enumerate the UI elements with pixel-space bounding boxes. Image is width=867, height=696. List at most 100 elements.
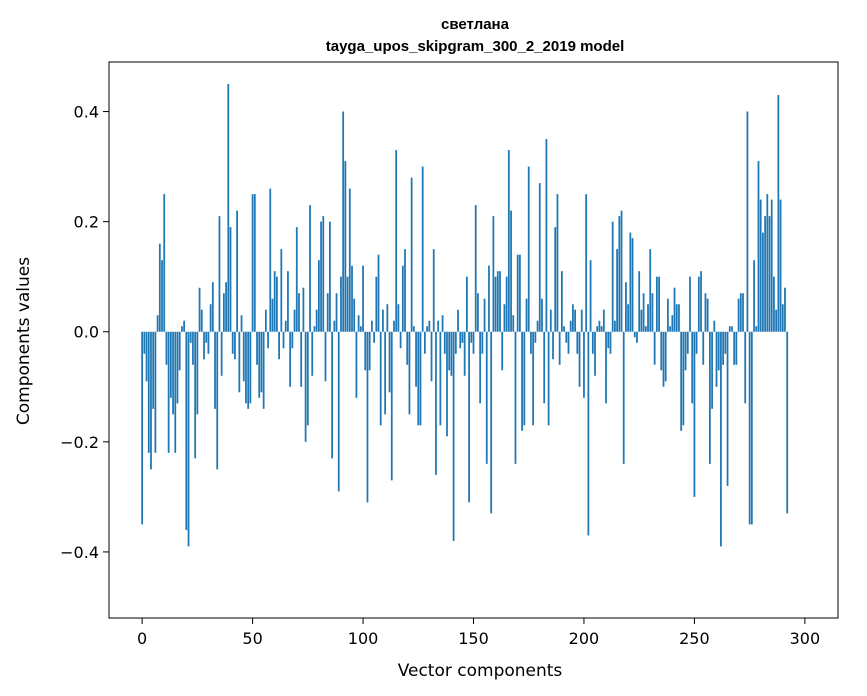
bar-139 <box>448 331 451 371</box>
bar-266 <box>728 326 731 332</box>
bar-167 <box>510 210 512 332</box>
bar-285 <box>770 199 773 332</box>
bar-181 <box>541 298 543 332</box>
bar-1 <box>143 331 146 354</box>
bar-85 <box>329 221 331 332</box>
bar-236 <box>662 331 665 387</box>
bar-168 <box>512 315 515 332</box>
x-tick-label-300: 300 <box>790 629 821 648</box>
bar-272 <box>742 293 744 332</box>
bar-240 <box>671 315 674 332</box>
bar-121 <box>408 331 411 415</box>
bar-229 <box>647 304 649 332</box>
bar-79 <box>315 309 318 332</box>
bar-102 <box>366 331 369 503</box>
bar-11 <box>165 331 168 365</box>
bar-234 <box>658 276 660 332</box>
bar-27 <box>200 309 203 332</box>
bar-63 <box>280 249 283 332</box>
y-tick-label-3: 0.2 <box>74 213 99 232</box>
bar-51 <box>253 194 256 332</box>
bar-206 <box>596 326 599 332</box>
bar-108 <box>379 331 382 426</box>
bar-213 <box>611 221 614 332</box>
bar-205 <box>594 331 596 376</box>
bar-218 <box>622 331 625 464</box>
bar-111 <box>386 304 389 332</box>
bar-147 <box>465 276 468 332</box>
bar-235 <box>660 331 663 371</box>
bar-86 <box>331 331 333 459</box>
bar-3 <box>147 331 150 453</box>
bar-98 <box>357 315 360 332</box>
bar-171 <box>519 254 521 332</box>
bar-280 <box>759 199 762 332</box>
bar-159 <box>492 216 495 332</box>
bar-43 <box>236 210 239 332</box>
bar-289 <box>779 199 782 332</box>
bar-106 <box>375 276 378 332</box>
bar-133 <box>435 331 437 475</box>
bar-58 <box>269 188 272 332</box>
bar-92 <box>344 161 347 332</box>
bar-60 <box>273 271 276 332</box>
bar-178 <box>534 331 537 343</box>
bar-47 <box>245 331 247 404</box>
chart-title: светлана <box>441 16 510 33</box>
bar-154 <box>481 331 484 354</box>
bar-214 <box>614 320 616 332</box>
bar-101 <box>364 331 367 371</box>
bar-217 <box>620 210 623 332</box>
bar-274 <box>746 111 749 332</box>
bar-95 <box>351 265 353 332</box>
bar-117 <box>399 331 402 349</box>
y-axis: −0.4 −0.2 0.0 0.2 0.4 <box>60 103 109 562</box>
bar-75 <box>306 331 309 426</box>
bar-130 <box>428 320 431 332</box>
bar-105 <box>373 331 375 343</box>
bar-220 <box>627 304 630 332</box>
bar-38 <box>225 282 227 332</box>
bar-115 <box>395 150 398 332</box>
bar-110 <box>384 331 387 415</box>
bar-33 <box>214 331 216 409</box>
bar-74 <box>304 331 307 442</box>
bar-132 <box>432 249 435 332</box>
bar-107 <box>377 254 380 332</box>
bar-244 <box>680 331 683 431</box>
bar-173 <box>523 331 526 426</box>
y-tick-label-1: −0.2 <box>60 433 99 452</box>
y-axis-label: Components values <box>14 257 34 425</box>
bar-73 <box>302 287 305 332</box>
bar-71 <box>298 293 300 332</box>
bar-122 <box>410 177 413 332</box>
bar-256 <box>706 298 709 332</box>
bar-238 <box>667 298 669 332</box>
bar-116 <box>397 304 400 332</box>
bar-57 <box>267 331 269 349</box>
bar-141 <box>452 331 455 541</box>
bar-169 <box>514 331 517 464</box>
bar-176 <box>530 331 532 354</box>
bar-39 <box>227 84 230 332</box>
bar-126 <box>419 331 422 426</box>
bar-208 <box>600 326 603 332</box>
bar-100 <box>362 265 364 332</box>
bar-259 <box>713 320 716 332</box>
bar-50 <box>251 194 254 332</box>
bar-series <box>141 84 789 547</box>
bar-59 <box>271 298 274 332</box>
bar-88 <box>335 293 338 332</box>
bar-231 <box>651 293 654 332</box>
bar-8 <box>158 243 161 332</box>
bar-94 <box>348 188 351 332</box>
bar-62 <box>278 331 280 360</box>
bar-215 <box>616 249 618 332</box>
bar-44 <box>238 331 241 393</box>
bar-7 <box>156 315 159 332</box>
bar-197 <box>576 331 579 354</box>
bar-265 <box>726 331 729 486</box>
bar-68 <box>291 331 294 349</box>
bar-184 <box>547 331 550 426</box>
bar-191 <box>563 326 565 332</box>
